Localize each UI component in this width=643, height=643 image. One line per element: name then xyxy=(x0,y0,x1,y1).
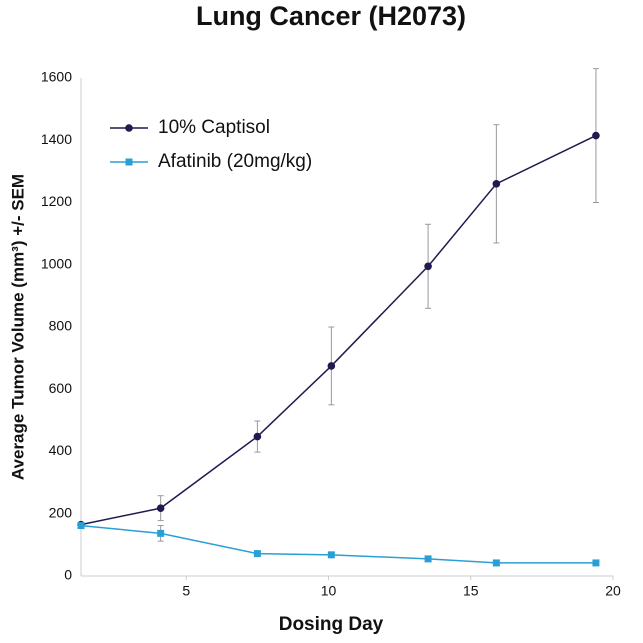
y-tick-label: 1400 xyxy=(41,131,72,147)
marker xyxy=(492,180,501,188)
y-tick-label: 1200 xyxy=(41,193,72,209)
marker xyxy=(156,504,165,512)
y-tick-label: 400 xyxy=(49,442,73,458)
marker xyxy=(125,158,133,166)
y-tick-label: 1600 xyxy=(41,69,72,85)
y-tick-label: 600 xyxy=(49,380,73,396)
marker xyxy=(424,262,432,271)
x-tick-label: 20 xyxy=(605,583,621,599)
marker xyxy=(327,551,335,559)
marker xyxy=(327,362,336,370)
marker xyxy=(592,559,600,567)
y-tick-label: 1000 xyxy=(41,255,72,271)
legend-label: 10% Captisol xyxy=(158,117,270,138)
marker xyxy=(253,550,261,558)
y-tick-label: 800 xyxy=(49,318,73,334)
x-tick-label: 10 xyxy=(321,583,337,599)
marker xyxy=(77,522,85,530)
y-tick-label: 0 xyxy=(64,567,72,583)
marker xyxy=(253,432,262,441)
legend-label: Afatinib (20mg/kg) xyxy=(158,151,312,172)
marker xyxy=(592,131,600,140)
y-axis-label: Average Tumor Volume (mm³) +/- SEM xyxy=(8,174,27,480)
x-axis-label: Dosing Day xyxy=(279,614,384,635)
marker xyxy=(125,124,133,132)
x-tick-label: 15 xyxy=(463,583,479,599)
y-tick-label: 200 xyxy=(49,504,73,520)
marker xyxy=(157,529,165,537)
marker xyxy=(492,559,500,567)
marker xyxy=(424,555,432,563)
x-tick-label: 5 xyxy=(182,583,190,599)
series-line xyxy=(80,134,597,526)
chart-title: Lung Cancer (H2073) xyxy=(196,1,466,31)
